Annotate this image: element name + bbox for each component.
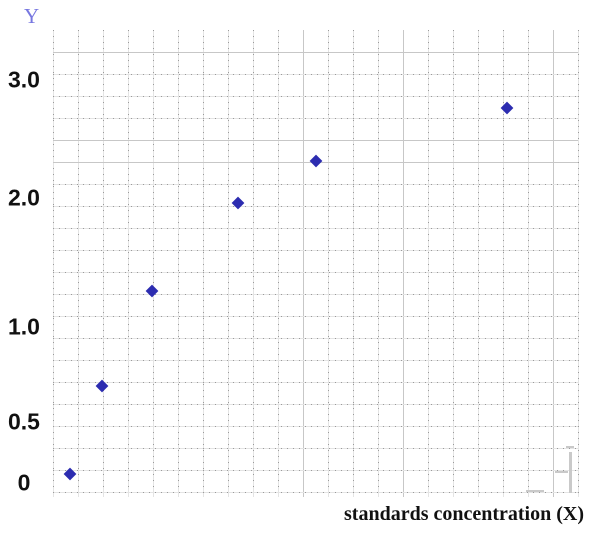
- horizontal-gridline: [53, 118, 578, 119]
- data-point-diamond: [63, 467, 77, 481]
- data-point-diamond: [231, 196, 245, 210]
- vertical-gridline: [303, 30, 304, 497]
- y-tick-label: 3.0: [8, 66, 40, 93]
- vertical-gridline: [253, 30, 254, 497]
- horizontal-gridline: [53, 404, 578, 405]
- y-tick-label: 0: [17, 469, 31, 496]
- y-tick-label: 1.0: [8, 313, 40, 340]
- vertical-gridline: [453, 30, 454, 497]
- x-axis-title: standards concentration (X): [344, 503, 584, 525]
- vertical-gridline: [578, 30, 579, 497]
- y-axis-title: Y: [24, 4, 40, 28]
- horizontal-gridline: [53, 316, 578, 317]
- artifact-mark: [555, 471, 568, 473]
- vertical-gridline: [178, 30, 179, 497]
- vertical-gridline: [203, 30, 204, 497]
- vertical-gridline: [78, 30, 79, 497]
- vertical-gridline: [403, 30, 404, 497]
- horizontal-gridline: [53, 74, 578, 75]
- horizontal-gridline: [53, 140, 578, 141]
- horizontal-gridline: [53, 206, 578, 207]
- data-point-diamond: [309, 154, 323, 168]
- vertical-gridline: [128, 30, 129, 497]
- horizontal-gridline: [53, 250, 578, 251]
- horizontal-gridline: [53, 426, 578, 427]
- horizontal-gridline: [53, 382, 578, 383]
- data-point-diamond: [145, 284, 159, 298]
- horizontal-gridline: [53, 228, 578, 229]
- y-tick-label: 2.0: [8, 184, 40, 211]
- y-tick-label: 0.5: [8, 408, 40, 435]
- artifact-mark: [526, 490, 544, 492]
- horizontal-gridline: [53, 470, 578, 471]
- artifact-mark: [569, 452, 572, 493]
- vertical-gridline: [103, 30, 104, 497]
- horizontal-gridline: [53, 52, 578, 53]
- horizontal-gridline: [53, 272, 578, 273]
- data-point-diamond: [500, 101, 514, 115]
- vertical-gridline: [228, 30, 229, 497]
- vertical-gridline: [428, 30, 429, 497]
- data-point-diamond: [95, 379, 109, 393]
- artifact-mark: [566, 446, 574, 448]
- horizontal-gridline: [53, 294, 578, 295]
- horizontal-gridline: [53, 492, 578, 493]
- vertical-gridline: [278, 30, 279, 497]
- vertical-gridline: [353, 30, 354, 497]
- vertical-gridline: [528, 30, 529, 497]
- horizontal-gridline: [53, 448, 578, 449]
- vertical-gridline: [478, 30, 479, 497]
- vertical-gridline: [153, 30, 154, 497]
- vertical-gridline: [53, 30, 54, 497]
- horizontal-gridline: [53, 360, 578, 361]
- horizontal-gridline: [53, 96, 578, 97]
- vertical-gridline: [553, 30, 554, 497]
- horizontal-gridline: [53, 184, 578, 185]
- vertical-gridline: [503, 30, 504, 497]
- vertical-gridline: [378, 30, 379, 497]
- horizontal-gridline: [53, 338, 578, 339]
- vertical-gridline: [328, 30, 329, 497]
